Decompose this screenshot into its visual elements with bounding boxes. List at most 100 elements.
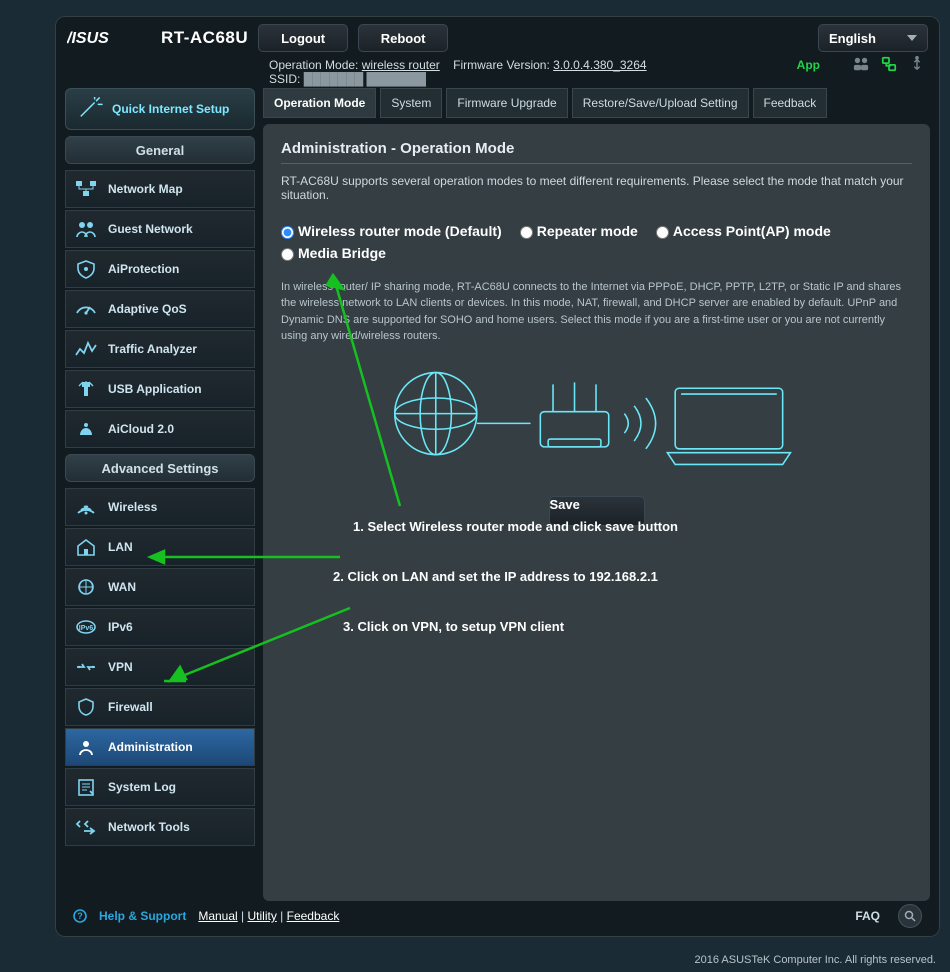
sidebar-item-network-tools[interactable]: Network Tools bbox=[65, 808, 255, 846]
copyright: 2016 ASUSTeK Computer Inc. All rights re… bbox=[694, 954, 936, 966]
advanced-header: Advanced Settings bbox=[65, 454, 255, 482]
mode-description: In wireless router/ IP sharing mode, RT-… bbox=[281, 279, 912, 345]
qis-label: Quick Internet Setup bbox=[112, 102, 229, 116]
manual-link[interactable]: Manual bbox=[198, 909, 237, 923]
logout-label: Logout bbox=[281, 31, 325, 46]
mode-radio-2[interactable]: Access Point(AP) mode bbox=[656, 223, 831, 239]
sidebar-item-aiprotection[interactable]: AiProtection bbox=[65, 250, 255, 288]
sidebar-item-traffic-analyzer[interactable]: Traffic Analyzer bbox=[65, 330, 255, 368]
search-icon bbox=[904, 910, 916, 922]
menu-icon bbox=[74, 339, 98, 359]
advanced-menu: Wireless LAN WAN IPv6 IPv6 VPN Firewall Adminis… bbox=[65, 488, 255, 846]
menu-icon bbox=[74, 219, 98, 239]
quick-internet-setup[interactable]: Quick Internet Setup bbox=[65, 88, 255, 130]
menu-label: Administration bbox=[108, 740, 193, 754]
menu-icon bbox=[74, 379, 98, 399]
mode-radio-0[interactable]: Wireless router mode (Default) bbox=[281, 223, 502, 239]
utility-link[interactable]: Utility bbox=[247, 909, 276, 923]
fw-label: Firmware Version: bbox=[453, 58, 550, 72]
mode-radio-input[interactable] bbox=[281, 248, 294, 261]
menu-label: LAN bbox=[108, 540, 133, 554]
tab-operation-mode[interactable]: Operation Mode bbox=[263, 88, 376, 118]
sidebar-item-wan[interactable]: WAN bbox=[65, 568, 255, 606]
menu-label: VPN bbox=[108, 660, 133, 674]
menu-label: System Log bbox=[108, 780, 176, 794]
tab-system[interactable]: System bbox=[380, 88, 442, 118]
mode-radio-input[interactable] bbox=[520, 226, 533, 239]
topbar: /ISUS RT-AC68U Logout Reboot English bbox=[55, 16, 940, 54]
sidebar-item-wireless[interactable]: Wireless bbox=[65, 488, 255, 526]
panel-title: Administration - Operation Mode bbox=[281, 140, 912, 157]
help-icon: ? bbox=[73, 909, 87, 923]
svg-text:/ISUS: /ISUS bbox=[67, 30, 109, 47]
status-icons bbox=[852, 56, 926, 72]
menu-icon bbox=[74, 577, 98, 597]
usb-icon[interactable] bbox=[908, 56, 926, 72]
sidebar-item-usb-application[interactable]: USB Application bbox=[65, 370, 255, 408]
footer: ? Help & Support Manual | Utility | Feed… bbox=[65, 901, 930, 931]
sidebar-item-vpn[interactable]: VPN bbox=[65, 648, 255, 686]
ssid-label: SSID: bbox=[269, 72, 300, 86]
sidebar-item-adaptive-qos[interactable]: Adaptive QoS bbox=[65, 290, 255, 328]
fw-link[interactable]: 3.0.0.4.380_3264 bbox=[553, 58, 646, 72]
router-admin-window: /ISUS RT-AC68U Logout Reboot English Ope… bbox=[55, 16, 940, 937]
menu-label: AiCloud 2.0 bbox=[108, 422, 174, 436]
svg-text:IPv6: IPv6 bbox=[79, 625, 94, 632]
menu-icon bbox=[74, 777, 98, 797]
divider bbox=[281, 163, 912, 164]
menu-label: Network Tools bbox=[108, 820, 190, 834]
ssid-value: ███████ ███████ bbox=[304, 72, 426, 86]
language-label: English bbox=[829, 31, 876, 46]
op-mode-link[interactable]: wireless router bbox=[362, 58, 440, 72]
menu-icon bbox=[74, 299, 98, 319]
content-panel: Administration - Operation Mode RT-AC68U… bbox=[263, 124, 930, 901]
mode-radio-input[interactable] bbox=[281, 226, 294, 239]
sidebar-item-network-map[interactable]: Network Map bbox=[65, 170, 255, 208]
sidebar-item-guest-network[interactable]: Guest Network bbox=[65, 210, 255, 248]
network-icon[interactable] bbox=[880, 56, 898, 72]
menu-label: Network Map bbox=[108, 182, 183, 196]
sidebar-item-lan[interactable]: LAN bbox=[65, 528, 255, 566]
menu-icon bbox=[74, 817, 98, 837]
sidebar-item-aicloud-2-0[interactable]: AiCloud 2.0 bbox=[65, 410, 255, 448]
general-menu: Network Map Guest Network AiProtectionAdap… bbox=[65, 170, 255, 448]
menu-label: Traffic Analyzer bbox=[108, 342, 197, 356]
menu-label: IPv6 bbox=[108, 620, 133, 634]
op-mode-label: Operation Mode: bbox=[269, 58, 358, 72]
menu-label: Guest Network bbox=[108, 222, 193, 236]
panel-subtitle: RT-AC68U supports several operation mode… bbox=[281, 174, 912, 202]
menu-label: Firewall bbox=[108, 700, 153, 714]
reboot-button[interactable]: Reboot bbox=[358, 24, 448, 52]
mode-radio-input[interactable] bbox=[656, 226, 669, 239]
mode-diagram bbox=[281, 355, 912, 482]
annotation-2: 2. Click on LAN and set the IP address t… bbox=[333, 569, 658, 584]
sidebar-item-administration[interactable]: Administration bbox=[65, 728, 255, 766]
app-link[interactable]: App bbox=[797, 58, 820, 72]
feedback-link[interactable]: Feedback bbox=[287, 909, 340, 923]
wand-icon bbox=[76, 97, 104, 121]
menu-icon bbox=[74, 497, 98, 517]
menu-icon bbox=[74, 737, 98, 757]
model-name: RT-AC68U bbox=[161, 28, 248, 48]
mode-radio-1[interactable]: Repeater mode bbox=[520, 223, 638, 239]
menu-icon bbox=[74, 259, 98, 279]
tab-firmware-upgrade[interactable]: Firmware Upgrade bbox=[446, 88, 567, 118]
tab-feedback[interactable]: Feedback bbox=[753, 88, 828, 118]
menu-icon: IPv6 bbox=[74, 617, 98, 637]
mode-radio-3[interactable]: Media Bridge bbox=[281, 245, 386, 261]
faq-search-button[interactable] bbox=[898, 904, 922, 928]
language-select[interactable]: English bbox=[818, 24, 928, 52]
save-label: Save bbox=[550, 497, 580, 512]
help-support-label[interactable]: Help & Support bbox=[99, 909, 186, 923]
sidebar-item-firewall[interactable]: Firewall bbox=[65, 688, 255, 726]
sidebar-item-ipv6[interactable]: IPv6 IPv6 bbox=[65, 608, 255, 646]
menu-icon bbox=[74, 657, 98, 677]
clients-icon[interactable] bbox=[852, 56, 870, 72]
menu-icon bbox=[74, 537, 98, 557]
logout-button[interactable]: Logout bbox=[258, 24, 348, 52]
tab-restore-save-upload-setting[interactable]: Restore/Save/Upload Setting bbox=[572, 88, 749, 118]
sidebar-item-system-log[interactable]: System Log bbox=[65, 768, 255, 806]
menu-icon bbox=[74, 179, 98, 199]
annotation-3: 3. Click on VPN, to setup VPN client bbox=[343, 619, 564, 634]
menu-label: USB Application bbox=[108, 382, 202, 396]
